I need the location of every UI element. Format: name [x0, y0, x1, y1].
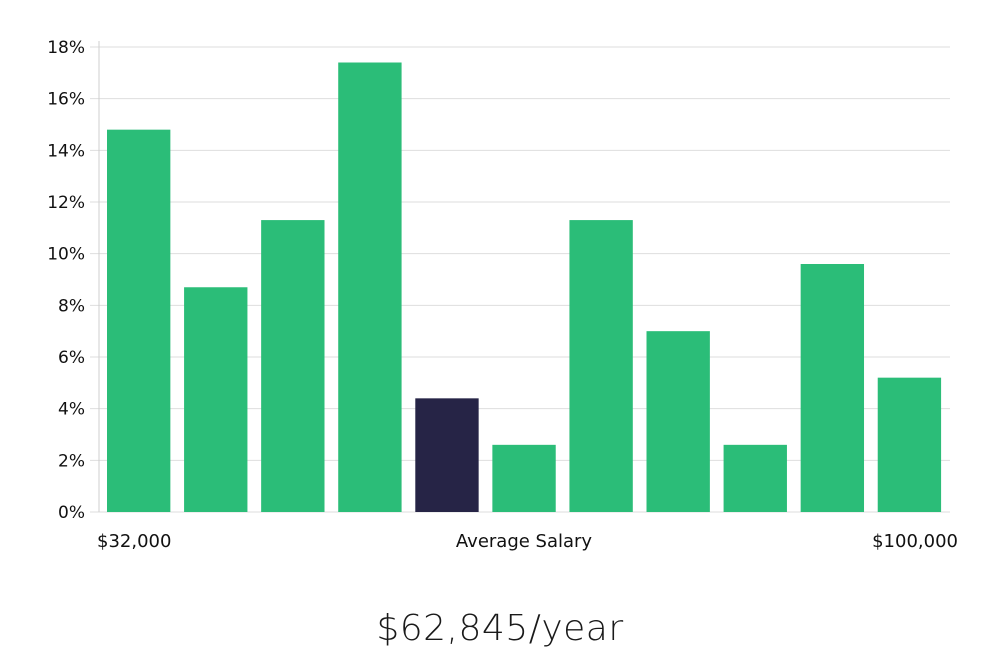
y-tick-label: 14%	[47, 141, 85, 161]
y-axis-ticks: 0% 2% 4% 6% 8% 10% 12% 14% 16% 18%	[47, 38, 85, 523]
x-axis-max-label: $100,000	[872, 531, 958, 552]
y-tick-label: 12%	[47, 193, 85, 213]
y-tick-label: 8%	[58, 296, 85, 316]
salary-histogram-chart: 0% 2% 4% 6% 8% 10% 12% 14% 16% 18% $32,000 Averag…	[47, 38, 958, 552]
bar	[646, 331, 710, 512]
bar	[569, 220, 633, 513]
bar	[261, 220, 325, 513]
y-tick-label: 2%	[58, 451, 85, 471]
y-tick-label: 0%	[58, 503, 85, 523]
y-tick-label: 18%	[47, 38, 85, 58]
y-tick-label: 6%	[58, 348, 85, 368]
bar	[877, 377, 942, 512]
bar	[492, 444, 556, 512]
bar	[184, 287, 248, 512]
x-axis-title: Average Salary	[456, 531, 593, 552]
bar	[800, 264, 865, 512]
y-tick-label: 10%	[47, 245, 85, 265]
x-axis-min-label: $32,000	[97, 531, 171, 552]
y-tick-label: 16%	[47, 90, 85, 110]
bars	[107, 62, 942, 513]
bar	[338, 62, 402, 512]
bar-average-salary	[415, 398, 479, 512]
bar	[107, 129, 171, 512]
bar	[723, 444, 787, 512]
y-tick-label: 4%	[58, 400, 85, 420]
average-salary-value: $62,845/year	[376, 608, 624, 649]
